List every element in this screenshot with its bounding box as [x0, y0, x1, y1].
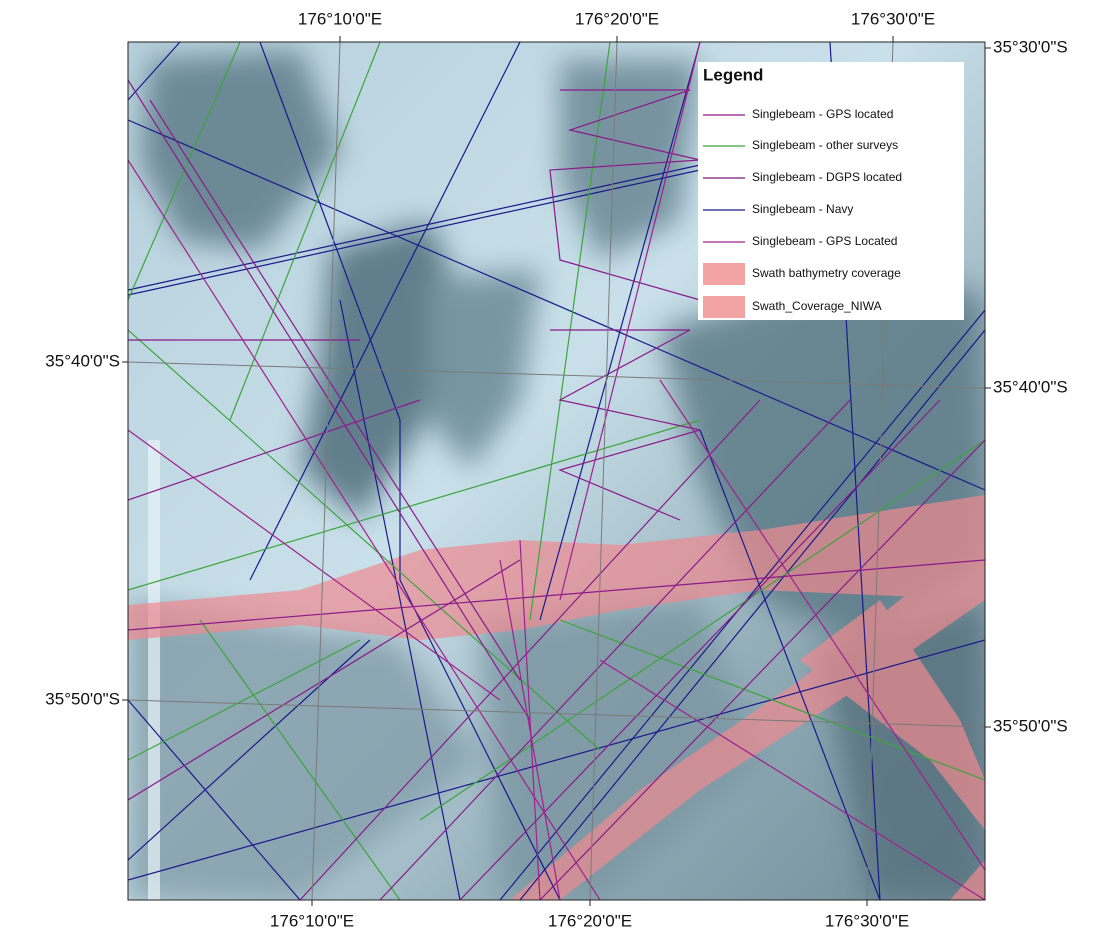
- legend-patch: [703, 263, 745, 285]
- coordinate-labels: 176°10'0"E 176°20'0"E 176°30'0"E 176°10'…: [45, 9, 1067, 930]
- legend-label: Swath_Coverage_NIWA: [752, 299, 882, 313]
- top-label: 176°30'0"E: [851, 9, 935, 28]
- legend-label: Singlebeam - DGPS located: [752, 170, 902, 184]
- ticks: [122, 36, 991, 906]
- top-label: 176°10'0"E: [298, 9, 382, 28]
- legend-label: Singlebeam - other surveys: [752, 138, 898, 152]
- legend: Legend Singlebeam - GPS located Singlebea…: [698, 62, 964, 320]
- left-label: 35°40'0"S: [45, 351, 120, 370]
- bottom-label: 176°20'0"E: [548, 911, 632, 930]
- map-frame: [127, 41, 986, 901]
- survey-lines: [128, 42, 985, 900]
- legend-patch: [703, 296, 745, 318]
- left-label: 35°50'0"S: [45, 689, 120, 708]
- legend-label: Swath bathymetry coverage: [752, 266, 901, 280]
- swath-coverage: [128, 495, 985, 900]
- legend-label: Singlebeam - GPS located: [752, 107, 893, 121]
- bottom-label: 176°10'0"E: [270, 911, 354, 930]
- top-label: 176°20'0"E: [575, 9, 659, 28]
- legend-label: Singlebeam - GPS Located: [752, 234, 897, 248]
- graticule: [128, 42, 985, 900]
- legend-title: Legend: [703, 65, 763, 84]
- bottom-label: 176°30'0"E: [825, 911, 909, 930]
- right-label: 35°30'0"S: [993, 37, 1068, 56]
- right-label: 35°40'0"S: [993, 377, 1068, 396]
- right-label: 35°50'0"S: [993, 716, 1068, 735]
- legend-label: Singlebeam - Navy: [752, 202, 853, 216]
